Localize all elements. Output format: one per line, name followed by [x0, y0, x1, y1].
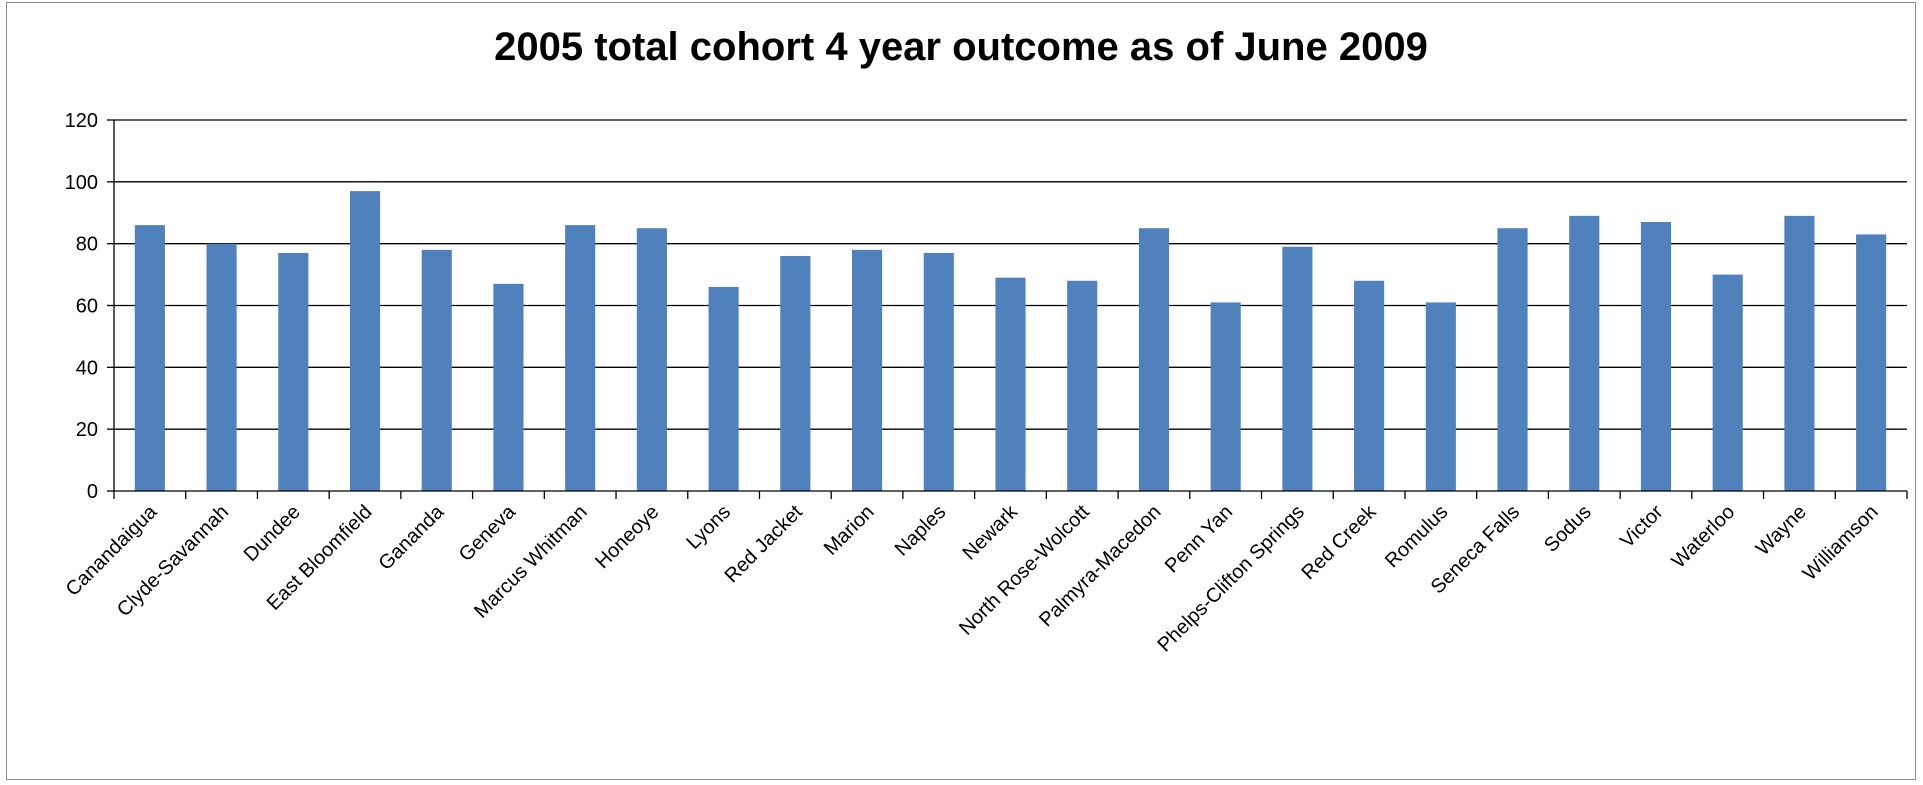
bar	[493, 283, 524, 491]
bar	[1354, 280, 1385, 491]
y-tick-label: 80	[76, 234, 98, 256]
x-tick-label: Waterloo	[1668, 501, 1740, 573]
y-tick-labels: 0 20 40 60 80 100 120	[65, 110, 98, 503]
x-tick-label: Romulus	[1381, 501, 1452, 572]
x-tick-label: Williamson	[1799, 501, 1883, 585]
bar	[349, 191, 381, 491]
y-tick-label: 100	[65, 172, 98, 194]
bar-chart: 0 20 40 60 80 100 120 CanandaiguaClyde-Savanna…	[62, 110, 1908, 656]
bar	[995, 277, 1026, 491]
y-tick-label: 20	[76, 419, 98, 441]
y-tick-label: 120	[65, 110, 98, 132]
bar	[1497, 228, 1528, 492]
bar	[851, 249, 883, 491]
x-tick-label: North Rose-Wolcott	[955, 501, 1094, 640]
x-tick-label: Wayne	[1752, 501, 1811, 560]
bar	[1784, 215, 1815, 491]
bar	[421, 249, 452, 491]
bar	[780, 256, 811, 491]
bar	[1640, 222, 1672, 491]
y-tick-label: 40	[76, 357, 98, 379]
bar	[1569, 215, 1600, 491]
bar	[1067, 280, 1098, 491]
bars	[134, 191, 1887, 492]
axes	[107, 119, 1908, 499]
bar	[923, 252, 954, 491]
bar	[708, 286, 739, 491]
x-tick-label: Red Creek	[1297, 500, 1381, 584]
bar	[134, 225, 165, 491]
x-tick-label: Marion	[820, 501, 879, 560]
x-tick-label: Sodus	[1540, 501, 1596, 557]
x-tick-label: Dundee	[240, 501, 305, 566]
bar	[206, 243, 237, 491]
x-tick-label: Honeoye	[591, 501, 663, 573]
y-tick-label: 0	[87, 481, 98, 503]
bar	[1210, 302, 1241, 491]
bar	[1712, 274, 1743, 491]
y-tick-label: 60	[76, 296, 98, 318]
x-tick-label: Lyons	[682, 501, 735, 554]
bar	[1425, 302, 1456, 491]
chart-title: 2005 total cohort 4 year outcome as of J…	[494, 25, 1428, 69]
x-tick-label: Phelps-Clifton Springs	[1153, 501, 1308, 656]
bar	[1138, 228, 1170, 492]
bar	[278, 252, 309, 491]
x-tick-label: Naples	[891, 501, 951, 561]
bar	[565, 225, 596, 491]
bar	[1282, 246, 1313, 491]
x-tick-label: Palmyra-Macedon	[1035, 501, 1165, 631]
x-tick-label: Gananda	[375, 500, 449, 574]
x-tick-label: Newark	[959, 500, 1023, 564]
bar	[1856, 234, 1887, 491]
chart-area: 2005 total cohort 4 year outcome as of J…	[6, 2, 1916, 780]
bar	[636, 228, 667, 492]
x-tick-label: Geneva	[455, 500, 521, 566]
x-tick-label: Penn Yan	[1161, 501, 1237, 577]
x-tick-label: Victor	[1616, 501, 1668, 553]
x-tick-label: Red Jacket	[721, 501, 808, 588]
